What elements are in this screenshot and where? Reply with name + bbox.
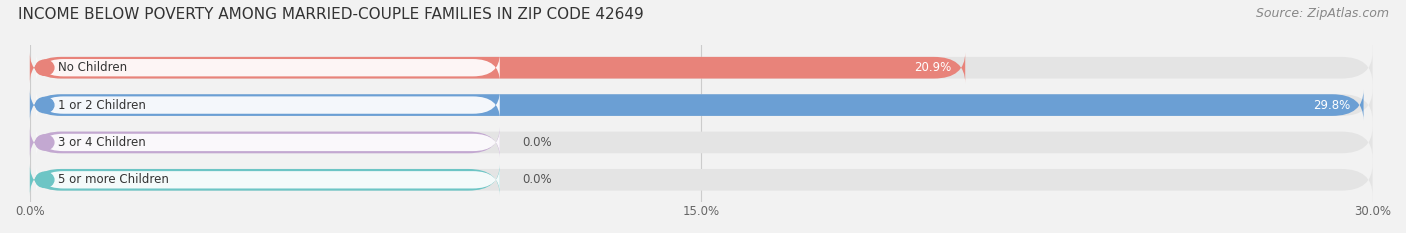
Text: 29.8%: 29.8% — [1313, 99, 1350, 112]
FancyBboxPatch shape — [30, 127, 1372, 158]
Text: INCOME BELOW POVERTY AMONG MARRIED-COUPLE FAMILIES IN ZIP CODE 42649: INCOME BELOW POVERTY AMONG MARRIED-COUPL… — [18, 7, 644, 22]
FancyBboxPatch shape — [30, 164, 499, 195]
Text: 0.0%: 0.0% — [522, 173, 551, 186]
Circle shape — [35, 60, 53, 75]
FancyBboxPatch shape — [37, 91, 499, 119]
FancyBboxPatch shape — [30, 164, 1372, 195]
FancyBboxPatch shape — [30, 52, 965, 83]
FancyBboxPatch shape — [30, 127, 499, 158]
FancyBboxPatch shape — [37, 54, 499, 82]
Text: 20.9%: 20.9% — [914, 61, 952, 74]
Text: 5 or more Children: 5 or more Children — [59, 173, 169, 186]
FancyBboxPatch shape — [30, 52, 1372, 83]
FancyBboxPatch shape — [37, 129, 499, 156]
FancyBboxPatch shape — [37, 166, 499, 194]
Text: 3 or 4 Children: 3 or 4 Children — [59, 136, 146, 149]
FancyBboxPatch shape — [30, 90, 1372, 120]
Text: Source: ZipAtlas.com: Source: ZipAtlas.com — [1256, 7, 1389, 20]
Circle shape — [35, 172, 53, 187]
Text: 1 or 2 Children: 1 or 2 Children — [59, 99, 146, 112]
Circle shape — [35, 97, 53, 113]
Circle shape — [35, 135, 53, 150]
Text: No Children: No Children — [59, 61, 128, 74]
Text: 0.0%: 0.0% — [522, 136, 551, 149]
FancyBboxPatch shape — [30, 90, 1364, 120]
